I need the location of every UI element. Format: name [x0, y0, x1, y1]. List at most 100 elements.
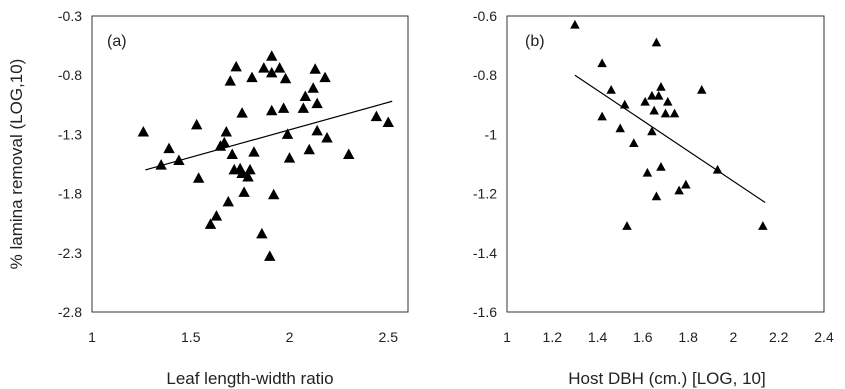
panel-a-data-point [190, 118, 203, 130]
panel-a-data-point [309, 63, 321, 74]
panel-a-data-point [248, 146, 260, 157]
panel-b-data-point [622, 221, 632, 230]
panel-a-y-tick-label: -1.8 [58, 186, 82, 202]
panel-a-data-point [343, 148, 355, 160]
panel-b-data-point [663, 96, 673, 106]
panel-b-data-point [619, 99, 630, 109]
panel-a-y-tick-label: -0.3 [58, 8, 82, 24]
panel-a-data-point [242, 171, 254, 182]
panel-b-data-point [606, 85, 616, 94]
panel-a-data-point [224, 75, 236, 86]
panel-b-data-point [712, 164, 723, 174]
panel-a-data-point [173, 154, 185, 165]
panel-b-data-point [653, 90, 664, 100]
panel-a-data-point [246, 71, 258, 83]
panel-b-y-tick-label: -1 [485, 126, 498, 142]
panel-b-data-point [597, 111, 607, 121]
panel-b-data-point [656, 82, 666, 91]
panel-a-data-point [311, 124, 323, 136]
panel-a-label: (a) [107, 33, 127, 50]
panel-a-data-point [321, 131, 333, 143]
panel-b-y-tick-label: -0.8 [473, 67, 497, 83]
panel-b-y-tick-label: -1.4 [473, 245, 497, 261]
panel-b-label: (b) [525, 33, 545, 50]
panel-a-data-point [264, 250, 276, 261]
panel-a-data-point [297, 102, 310, 113]
panel-a-data-point [303, 143, 315, 155]
panel-b-x-axis-label: Host DBH (cm.) [LOG, 10] [568, 369, 765, 388]
panel-a-trendline [145, 100, 393, 171]
panel-b-data-point [696, 85, 707, 94]
panel-a-ticks: 1 1.5 2 2.5 -0.3 -0.8 -1.3 -1.8 -2.3 -2.8 [58, 8, 398, 345]
panel-b-data-point [651, 37, 662, 47]
panel-b-x-tick-label: 2.2 [769, 329, 789, 345]
panel-a-data-point [299, 90, 311, 102]
panel-a-data-point [210, 210, 223, 221]
panel-b-y-tick-label: -0.6 [473, 8, 497, 24]
panel-a-y-tick-label: -2.8 [58, 304, 82, 320]
panel-b-data-point [647, 90, 657, 100]
panel-a-data-point [273, 62, 286, 73]
panel-a-data-point [370, 110, 383, 122]
panel-b-data-point [660, 108, 671, 118]
panel-b-x-tick-label: 1.2 [543, 329, 563, 345]
panel-a-data-point [283, 152, 296, 163]
panel-b-trendline [574, 74, 766, 203]
panel-a-x-tick-label: 1.5 [181, 329, 201, 345]
panel-a-data-point [268, 188, 280, 200]
panel-b-data-point [681, 179, 691, 189]
panel-a-data-point [137, 126, 150, 137]
panel-a-x-tick-label: 2 [286, 329, 294, 345]
panel-b-x-tick-label: 1.6 [633, 329, 653, 345]
panel-a-data-point [256, 227, 268, 239]
panel-a-y-tick-label: -2.3 [58, 245, 82, 261]
panel-a-data-point [266, 66, 278, 78]
panel-a-y-tick-label: -1.3 [58, 126, 82, 142]
panel-b-data-point [615, 123, 625, 133]
panel-a-data-point [238, 186, 250, 197]
panel-b-data-point [640, 96, 650, 106]
panel-b-data-point [629, 138, 639, 148]
panel-a-x-tick-label: 2.5 [379, 329, 399, 345]
panel-b-data-point [647, 126, 657, 136]
panel-a-data-point [279, 72, 292, 84]
panel-b-x-tick-label: 1.4 [588, 329, 608, 345]
y-axis-label: % lamina removal (LOG,10) [7, 59, 26, 270]
panel-b-ticks: 1 1.2 1.4 1.6 1.8 2 2.2 2.4 -0.6 -0.8 -1 -1.2 -1.4 -1… [473, 8, 834, 345]
panel-b-x-tick-label: 1 [503, 329, 511, 345]
panel-a-data-point [163, 142, 175, 154]
panel-a-data-point [226, 148, 238, 160]
panel-a-marks [137, 50, 394, 261]
panel-b-data-point [656, 161, 666, 171]
panel-a-y-tick-label: -0.8 [58, 67, 82, 83]
panel-b-x-tick-label: 2.4 [814, 329, 834, 345]
panel-b-data-point [570, 19, 580, 29]
panel-a-data-point [319, 71, 331, 83]
panel-a-data-point [266, 50, 278, 61]
panel-a-data-point [192, 172, 205, 183]
panel-a-data-point [311, 97, 323, 109]
panel-a-x-axis-label: Leaf length-width ratio [166, 369, 333, 388]
panel-b: (b) 1 1.2 1.4 1.6 1.8 2 2.2 2.4 -0.6 -0.8 -1 -1.2 -1… [473, 8, 834, 388]
panel-a-data-point [230, 60, 242, 72]
panel-b-x-tick-label: 2 [730, 329, 738, 345]
panel-b-plot-frame [506, 15, 825, 313]
panel-a-data-point [236, 107, 248, 118]
panel-a-data-point [244, 163, 256, 175]
panel-a-data-point [204, 218, 217, 229]
panel-a-data-point [258, 62, 270, 73]
panel-a-data-point [220, 126, 232, 137]
panel-a-data-point [236, 167, 248, 178]
panel-b-data-point [758, 221, 768, 230]
panel-b-data-point [597, 58, 607, 68]
panel-a-data-point [218, 136, 231, 148]
panel-b-data-point [674, 185, 684, 195]
panel-a-data-point [281, 128, 294, 139]
panel-a-data-point [155, 159, 167, 170]
panel-a-x-tick-label: 1 [88, 329, 96, 345]
panel-b-y-tick-label: -1.6 [473, 304, 497, 320]
panel-b-data-point [642, 167, 653, 177]
panel-b-y-tick-label: -1.2 [473, 186, 497, 202]
panel-b-data-point [669, 108, 680, 118]
